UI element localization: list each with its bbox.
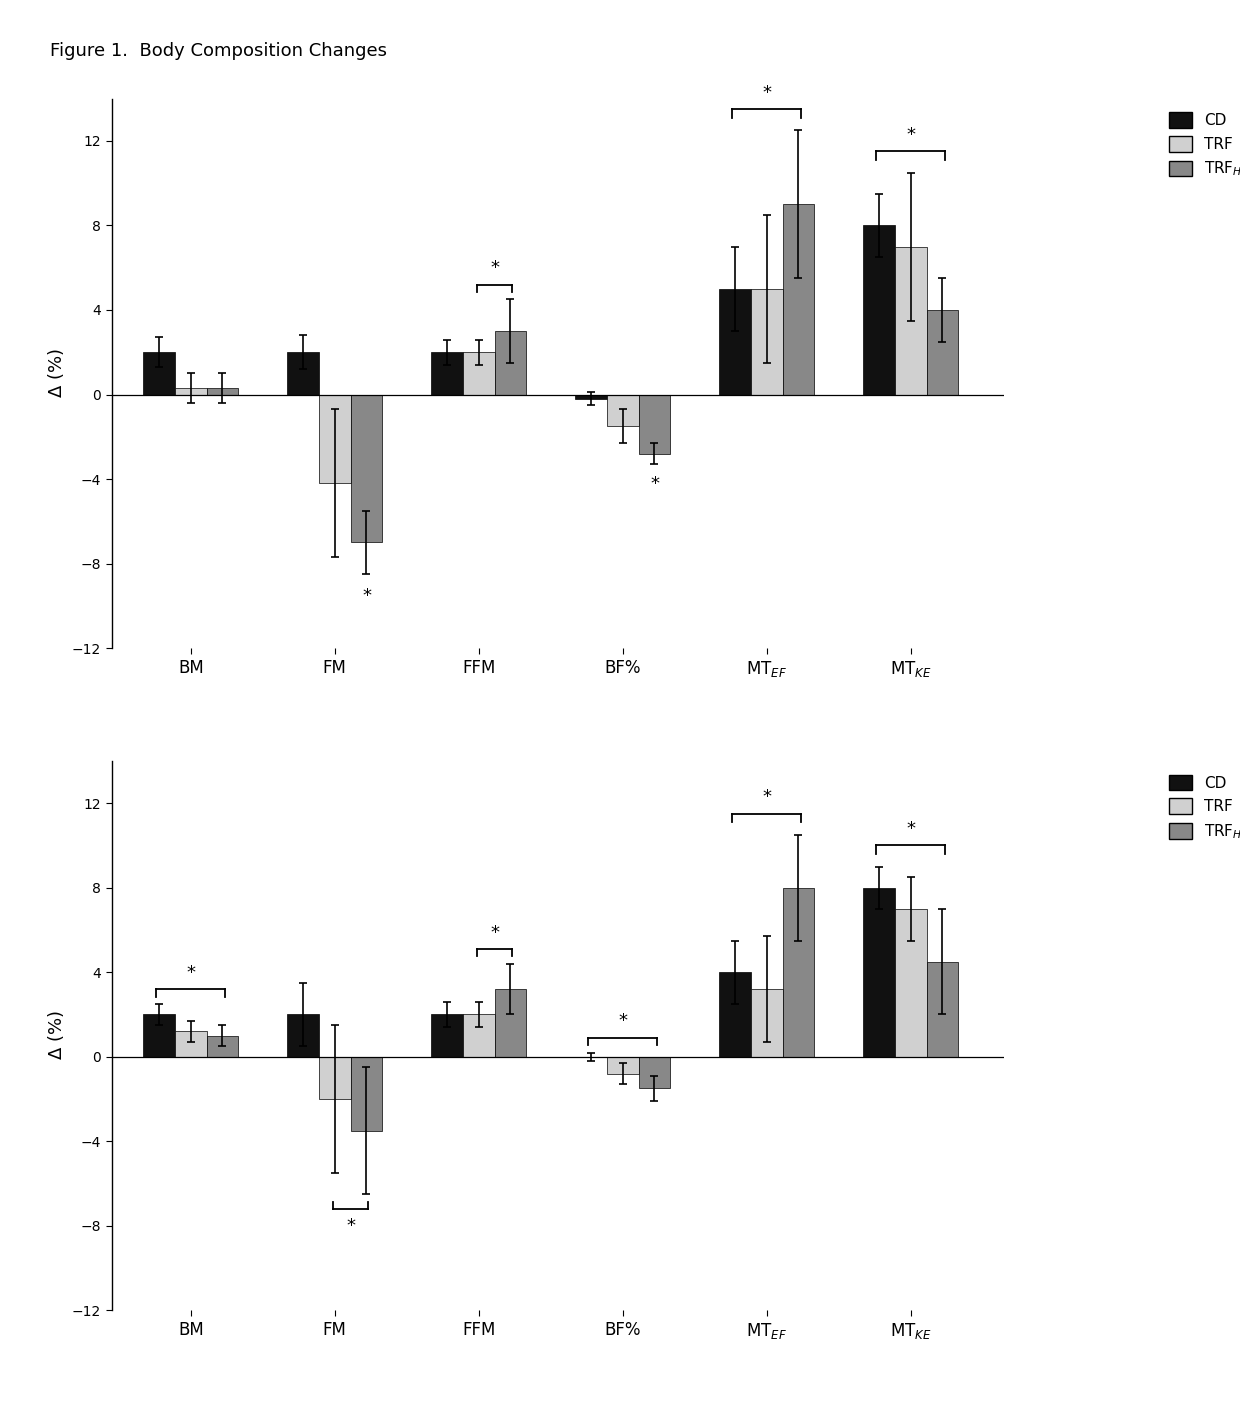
Bar [288, 1014, 319, 1057]
Bar [144, 352, 175, 395]
Bar [175, 387, 207, 395]
Bar [606, 395, 639, 426]
Text: *: * [490, 259, 500, 278]
Bar [351, 395, 382, 542]
Text: *: * [490, 923, 500, 941]
Bar [751, 989, 782, 1057]
Bar [863, 225, 895, 395]
Text: *: * [650, 475, 658, 493]
Text: *: * [346, 1217, 355, 1236]
Bar [782, 204, 815, 395]
Bar [319, 1057, 351, 1099]
Bar [926, 310, 959, 395]
Bar [719, 972, 751, 1057]
Text: *: * [362, 586, 371, 604]
Text: *: * [906, 125, 915, 144]
Bar [175, 1031, 207, 1057]
Bar [495, 989, 526, 1057]
Bar [639, 395, 671, 454]
Bar [719, 289, 751, 395]
Text: *: * [906, 820, 915, 838]
Bar [751, 289, 782, 395]
Bar [432, 352, 463, 395]
Bar [926, 961, 959, 1057]
Text: *: * [619, 1012, 627, 1030]
Text: *: * [763, 788, 771, 806]
Bar [207, 1036, 238, 1057]
Y-axis label: $\Delta$ (%): $\Delta$ (%) [46, 1010, 67, 1061]
Bar [432, 1014, 463, 1057]
Text: *: * [186, 964, 196, 982]
Y-axis label: $\Delta$ (%): $\Delta$ (%) [46, 348, 67, 399]
Bar [895, 909, 926, 1057]
Legend: CD, TRF, TRF$_{HMB}$: CD, TRF, TRF$_{HMB}$ [1163, 768, 1240, 847]
Bar [606, 1057, 639, 1074]
Bar [288, 352, 319, 395]
Bar [575, 395, 606, 399]
Bar [463, 352, 495, 395]
Bar [319, 395, 351, 483]
Bar [463, 1014, 495, 1057]
Bar [351, 1057, 382, 1130]
Bar [782, 888, 815, 1057]
Bar [639, 1057, 671, 1088]
Legend: CD, TRF, TRF$_{HMB}$: CD, TRF, TRF$_{HMB}$ [1163, 106, 1240, 185]
Bar [495, 331, 526, 395]
Text: Figure 1.  Body Composition Changes: Figure 1. Body Composition Changes [50, 42, 387, 61]
Bar [895, 247, 926, 395]
Bar [207, 387, 238, 395]
Text: *: * [763, 83, 771, 101]
Bar [144, 1014, 175, 1057]
Bar [863, 888, 895, 1057]
